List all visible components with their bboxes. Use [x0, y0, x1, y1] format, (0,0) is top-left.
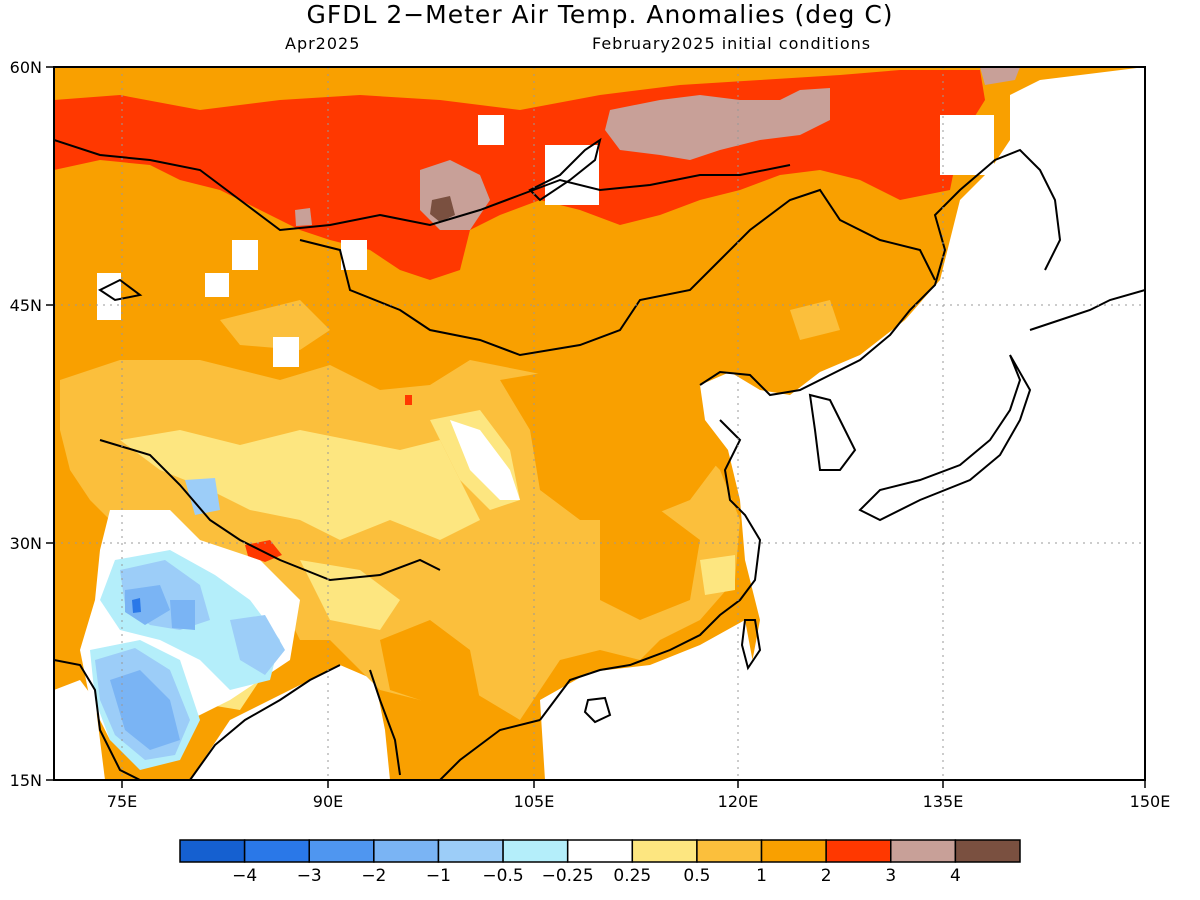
colorbar-label: 4: [950, 866, 961, 886]
anomaly-region-pink: [605, 88, 830, 160]
anomaly-region-light-blue-2: [230, 615, 285, 675]
colorbar-swatch: [890, 839, 957, 863]
coastlines: [54, 137, 1145, 780]
colorbar-label: −3: [297, 866, 322, 886]
map-area: [54, 67, 1145, 780]
x-tick-label: 120E: [718, 792, 759, 811]
ocean-bay-of-bengal: [190, 665, 390, 780]
nodata-block: [940, 115, 994, 175]
nodata-block: [478, 115, 504, 145]
colorbar-swatch: [760, 839, 827, 863]
colorbar: −4 −3 −2 −1 −0.5 −0.25 0.25 0.5 1 2 3 4: [179, 839, 1021, 886]
colorbar-swatch: [179, 839, 246, 863]
x-tick-label: 90E: [313, 792, 343, 811]
anomaly-region-orange-patch: [500, 370, 720, 520]
anomaly-region-blue-dot: [132, 598, 141, 613]
nodata-block: [341, 240, 367, 270]
colorbar-swatch: [566, 839, 634, 863]
anomaly-region-orange-patch-3: [600, 510, 700, 620]
y-tick-label: 60N: [10, 58, 42, 77]
nodata-block: [273, 337, 299, 367]
y-tick-label: 45N: [10, 296, 42, 315]
coastline-india: [54, 659, 341, 780]
border-mongolia: [299, 188, 936, 357]
x-tick-label: 75E: [107, 792, 137, 811]
coastline-korea: [808, 393, 857, 471]
ocean-arabian-sea: [54, 680, 105, 780]
coastline-indochina: [369, 669, 541, 780]
x-tick-label: 135E: [923, 792, 964, 811]
y-tick-label: 30N: [10, 534, 42, 553]
colorbar-label: 3: [885, 866, 896, 886]
map-frame: [53, 66, 1146, 781]
colorbar-label: −0.5: [482, 866, 523, 886]
colorbar-swatch: [631, 839, 698, 863]
x-tick-label: 105E: [514, 792, 555, 811]
border-himalaya: [99, 439, 441, 582]
anomaly-region-light-orange-2: [220, 300, 330, 350]
anomaly-region-orange-patch-2: [380, 620, 480, 740]
y-axis-labels: 60N 45N 30N 15N: [10, 58, 42, 790]
colorbar-label: 2: [821, 866, 832, 886]
x-axis-labels: 75E 90E 105E 120E 135E 150E: [107, 792, 1171, 811]
anomaly-region-pink-4: [295, 208, 312, 226]
colorbar-swatch: [502, 839, 569, 863]
lake-balkhash: [98, 278, 143, 302]
anomaly-region-medium-blue-2: [110, 670, 180, 750]
anomaly-region-medium-blue: [125, 585, 170, 625]
colorbar-label: 1: [756, 866, 767, 886]
colorbar-swatch: [696, 839, 763, 863]
anomaly-region-pink-3: [980, 67, 1020, 85]
ocean-south-china-sea: [540, 620, 760, 780]
colorbar-swatch: [825, 839, 892, 863]
y-tick-label: 15N: [10, 771, 42, 790]
colorbar-label: −4: [232, 866, 257, 886]
colorbar-label: 0.5: [683, 866, 710, 886]
colorbar-swatch: [954, 839, 1021, 863]
forecast-month: Apr2025: [285, 34, 361, 53]
anomaly-region-yellow: [120, 430, 480, 540]
colorbar-swatch: [373, 839, 440, 863]
coastline-japan: [858, 354, 1032, 522]
anomaly-region-light-blue-4: [185, 478, 220, 515]
axis-ticks: [46, 66, 1146, 788]
border-russia: [54, 139, 791, 232]
coastline-hainan: [583, 696, 612, 724]
x-tick-label: 150E: [1130, 792, 1171, 811]
colorbar-swatch: [243, 839, 310, 863]
ocean-region: [700, 67, 1145, 780]
coastline-hokkaido: [1029, 289, 1145, 331]
initial-conditions: February2025 initial conditions: [592, 34, 872, 53]
map-title: GFDL 2−Meter Air Temp. Anomalies (deg C): [306, 0, 894, 29]
lake-baikal: [528, 137, 602, 202]
coastline-east-asia: [699, 148, 1062, 397]
colorbar-label: −1: [426, 866, 451, 886]
nodata-block: [205, 273, 229, 297]
anomaly-region-neutral: [450, 420, 520, 500]
colorbar-swatch: [437, 839, 504, 863]
anomaly-region-dark-brown: [430, 196, 455, 222]
coastline-taiwan: [740, 619, 762, 671]
nodata-block: [232, 240, 258, 270]
anomaly-region-light-orange-3: [790, 300, 840, 340]
anomaly-region-red-3: [405, 395, 412, 405]
colorbar-label: −0.25: [542, 866, 594, 886]
coastline-china: [539, 419, 762, 721]
colorbar-label: −2: [361, 866, 386, 886]
anomaly-region-medium-blue-3: [170, 600, 195, 630]
nodata-block: [545, 145, 599, 205]
colorbar-swatch: [308, 839, 375, 863]
anomaly-region-yellow-4: [700, 555, 735, 595]
colorbar-label: 0.25: [613, 866, 651, 886]
